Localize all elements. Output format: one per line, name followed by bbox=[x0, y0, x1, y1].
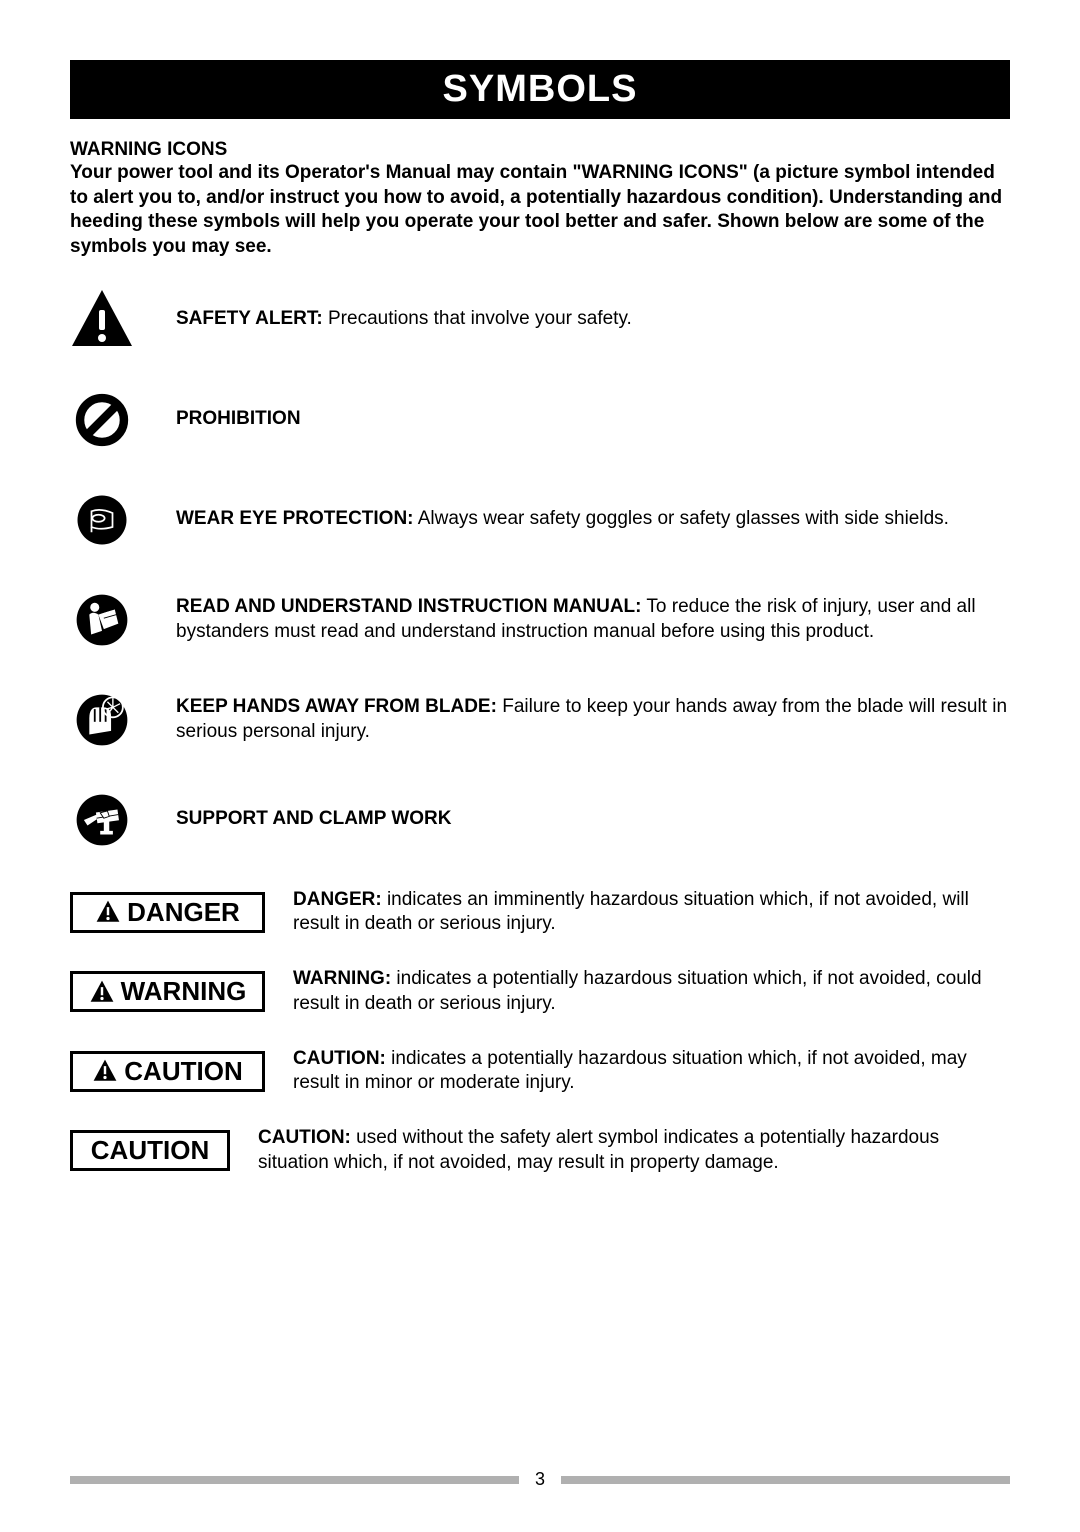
warning-box: WARNING bbox=[70, 971, 265, 1012]
symbol-label: PROHIBITION bbox=[176, 408, 301, 429]
page-banner: SYMBOLS bbox=[70, 60, 1010, 119]
box-label: CAUTION: bbox=[258, 1127, 351, 1148]
hands-away-icon bbox=[70, 688, 134, 752]
prohibition-icon bbox=[70, 388, 134, 452]
symbol-text: SUPPORT AND CLAMP WORK bbox=[176, 807, 1010, 832]
symbol-label: SUPPORT AND CLAMP WORK bbox=[176, 808, 452, 829]
symbol-row-eye-protection: WEAR EYE PROTECTION: Always wear safety … bbox=[70, 488, 1010, 552]
symbol-row-prohibition: PROHIBITION bbox=[70, 388, 1010, 452]
box-desc: indicates a potentially hazardous situat… bbox=[293, 968, 982, 1014]
footer-bar-left bbox=[70, 1476, 519, 1484]
symbol-label: SAFETY ALERT: bbox=[176, 308, 323, 329]
read-manual-icon bbox=[70, 588, 134, 652]
symbol-text: KEEP HANDS AWAY FROM BLADE: Failure to k… bbox=[176, 695, 1010, 744]
symbol-label: READ AND UNDERSTAND INSTRUCTION MANUAL: bbox=[176, 596, 641, 617]
caution-box: CAUTION bbox=[70, 1051, 265, 1092]
box-text: DANGER: indicates an imminently hazardou… bbox=[293, 888, 1010, 937]
box-word: CAUTION bbox=[91, 1135, 209, 1166]
symbol-desc: Precautions that involve your safety. bbox=[323, 308, 632, 329]
alert-triangle-icon bbox=[92, 1058, 118, 1084]
page-number: 3 bbox=[535, 1469, 545, 1490]
symbol-text: WEAR EYE PROTECTION: Always wear safety … bbox=[176, 507, 1010, 532]
box-row-caution: CAUTION CAUTION: indicates a potentially… bbox=[70, 1047, 1010, 1096]
box-word: CAUTION bbox=[124, 1056, 242, 1087]
intro-heading: WARNING ICONS bbox=[70, 139, 1010, 161]
symbol-row-hands-away: KEEP HANDS AWAY FROM BLADE: Failure to k… bbox=[70, 688, 1010, 752]
box-text: WARNING: indicates a potentially hazardo… bbox=[293, 967, 1010, 1016]
symbol-desc: Always wear safety goggles or safety gla… bbox=[414, 508, 949, 529]
box-word: WARNING bbox=[121, 976, 247, 1007]
box-label: CAUTION: bbox=[293, 1048, 386, 1069]
symbol-label: WEAR EYE PROTECTION: bbox=[176, 508, 414, 529]
box-desc: indicates a potentially hazardous situat… bbox=[293, 1048, 967, 1094]
symbol-text: PROHIBITION bbox=[176, 407, 1010, 432]
box-word: DANGER bbox=[127, 897, 240, 928]
danger-box: DANGER bbox=[70, 892, 265, 933]
symbol-row-clamp: SUPPORT AND CLAMP WORK bbox=[70, 788, 1010, 852]
clamp-icon bbox=[70, 788, 134, 852]
box-desc: used without the safety alert symbol ind… bbox=[258, 1127, 939, 1173]
box-row-caution-plain: CAUTION CAUTION: used without the safety… bbox=[70, 1126, 1010, 1175]
caution-plain-box: CAUTION bbox=[70, 1130, 230, 1171]
eye-protection-icon bbox=[70, 488, 134, 552]
alert-triangle-icon bbox=[89, 979, 115, 1005]
intro-block: WARNING ICONS Your power tool and its Op… bbox=[70, 139, 1010, 260]
footer-bar-right bbox=[561, 1476, 1010, 1484]
intro-body: Your power tool and its Operator's Manua… bbox=[70, 161, 1010, 260]
page-footer: 3 bbox=[70, 1469, 1010, 1490]
box-text: CAUTION: used without the safety alert s… bbox=[258, 1126, 1010, 1175]
box-label: DANGER: bbox=[293, 889, 382, 910]
box-text: CAUTION: indicates a potentially hazardo… bbox=[293, 1047, 1010, 1096]
symbol-text: READ AND UNDERSTAND INSTRUCTION MANUAL: … bbox=[176, 595, 1010, 644]
alert-triangle-icon bbox=[95, 899, 121, 925]
symbol-text: SAFETY ALERT: Precautions that involve y… bbox=[176, 307, 1010, 332]
box-label: WARNING: bbox=[293, 968, 391, 989]
box-row-warning: WARNING WARNING: indicates a potentially… bbox=[70, 967, 1010, 1016]
safety-alert-icon bbox=[70, 288, 134, 352]
box-row-danger: DANGER DANGER: indicates an imminently h… bbox=[70, 888, 1010, 937]
symbol-label: KEEP HANDS AWAY FROM BLADE: bbox=[176, 696, 497, 717]
symbol-row-read-manual: READ AND UNDERSTAND INSTRUCTION MANUAL: … bbox=[70, 588, 1010, 652]
symbol-row-safety-alert: SAFETY ALERT: Precautions that involve y… bbox=[70, 288, 1010, 352]
box-desc: indicates an imminently hazardous situat… bbox=[293, 889, 969, 935]
